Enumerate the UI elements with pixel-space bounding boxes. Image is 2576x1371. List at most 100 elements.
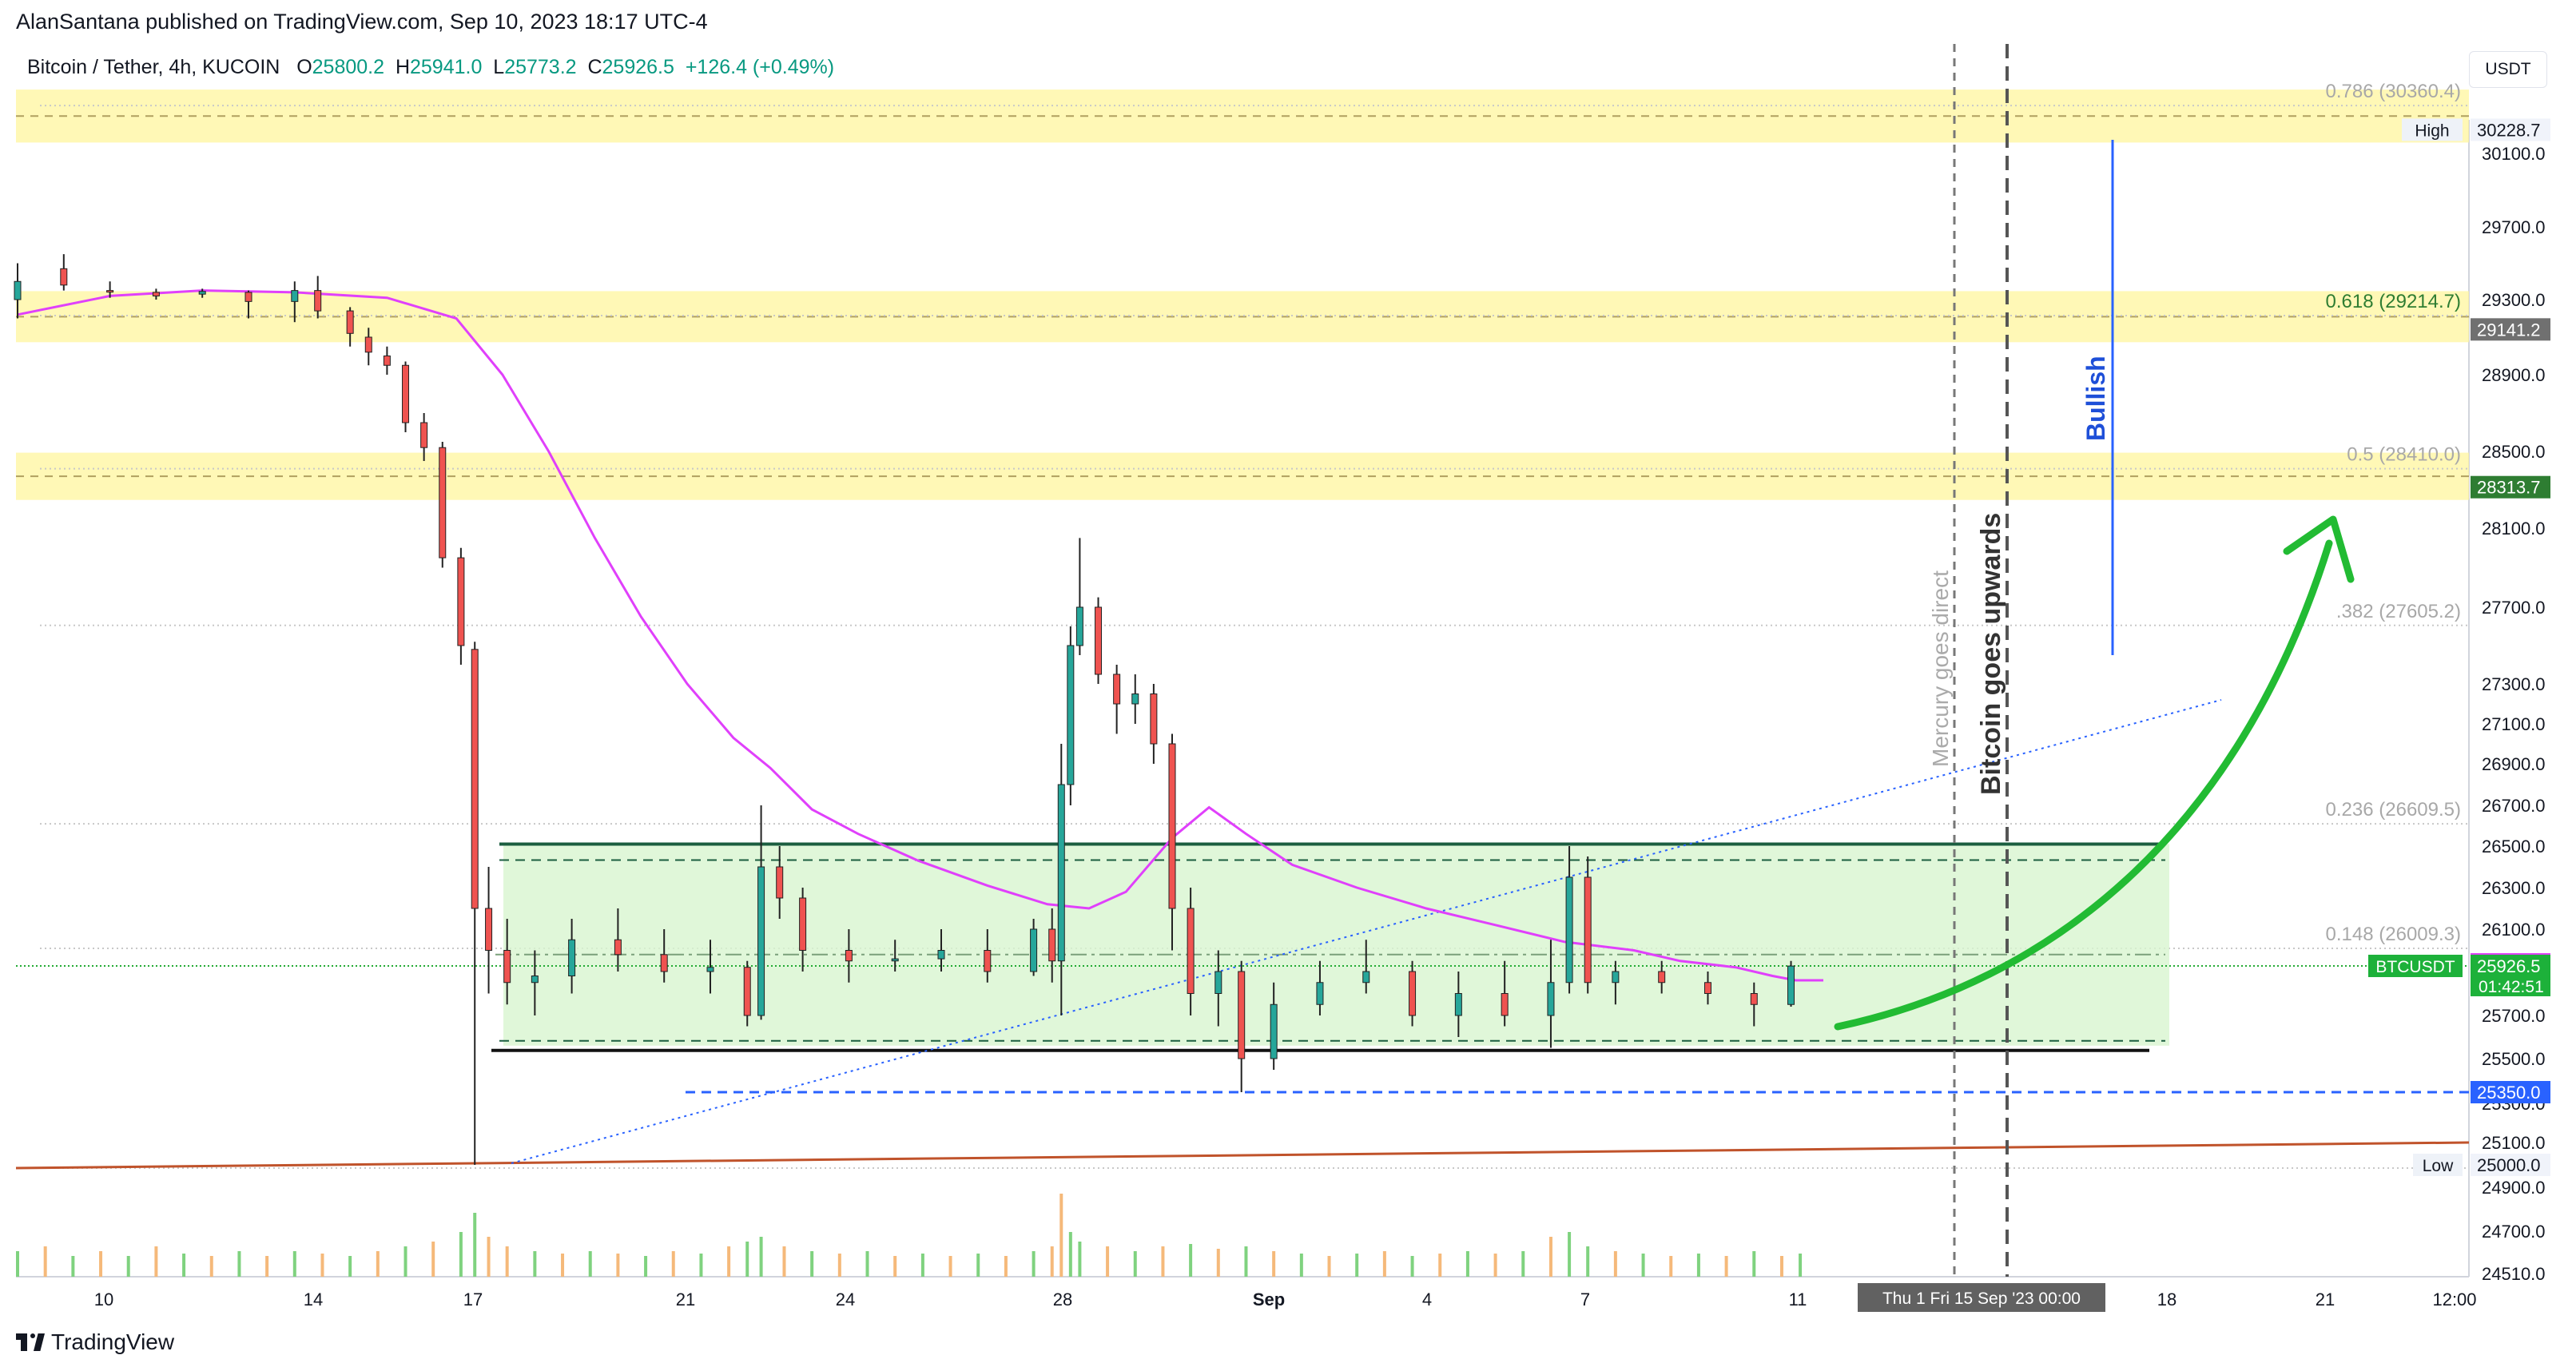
candle-body	[1565, 876, 1573, 984]
high-label: H	[395, 56, 410, 78]
volume-bar	[237, 1251, 241, 1277]
volume-bar	[1216, 1249, 1220, 1277]
candle-body	[152, 292, 160, 296]
candle-body	[1787, 965, 1795, 1005]
price-tick-label: 27300.0	[2482, 674, 2546, 694]
symbol-name[interactable]: Bitcoin / Tether, 4h, KUCOIN	[27, 56, 280, 78]
range-box	[491, 842, 2169, 1052]
fib-level-label: 0.618 (29214.7)	[2326, 291, 2461, 312]
fib-level-label: .382 (27605.2)	[2336, 601, 2461, 622]
price-marker-tag: Low	[2423, 1157, 2454, 1175]
candle-body	[1362, 971, 1370, 984]
candle-body	[1270, 1003, 1278, 1059]
candle-body	[364, 336, 372, 353]
volume-bar	[505, 1246, 509, 1277]
price-marker-tag: BTCUSDT	[2375, 958, 2455, 976]
volume-bar	[1272, 1251, 1276, 1277]
candle-body	[1131, 693, 1139, 705]
volume-bar	[671, 1251, 675, 1277]
candle-body	[1501, 993, 1509, 1016]
volume-bar	[292, 1251, 296, 1277]
candle-body	[14, 280, 22, 300]
time-tick-label: 10	[94, 1290, 113, 1309]
time-tick-label: Sep	[1253, 1290, 1285, 1309]
volume-bar	[699, 1254, 703, 1277]
price-axis[interactable]: 30100.0 29700.0 29300.0 28900.0 28500.0 28100…	[2368, 118, 2550, 1284]
volume-bar	[1465, 1251, 1469, 1277]
candle-body	[743, 967, 751, 1016]
candle-body	[1095, 606, 1103, 675]
price-tick-label: 26300.0	[2482, 878, 2546, 898]
low-label: L	[493, 56, 505, 78]
moving-average-line	[17, 289, 1823, 982]
volume-bar	[1752, 1251, 1756, 1277]
high-value: 25941.0	[410, 56, 483, 78]
candle-body	[1750, 993, 1758, 1005]
volume-bar	[154, 1246, 158, 1277]
candle-body	[845, 950, 853, 962]
candle-body	[314, 290, 322, 312]
candle-body	[420, 422, 428, 448]
candle-body	[1030, 928, 1038, 972]
volume-bar	[16, 1251, 19, 1277]
candle-body	[198, 291, 206, 295]
price-tick-label: 26100.0	[2482, 920, 2546, 940]
tradingview-brand: TradingView	[51, 1329, 175, 1354]
price-tick-label: 25100.0	[2482, 1133, 2546, 1153]
volume-bar	[810, 1251, 814, 1277]
price-marker-tag-bg	[2402, 118, 2463, 141]
annotation-bitcoin: Bitcoin goes upwards	[1976, 513, 2006, 795]
close-label: C	[587, 56, 602, 78]
price-marker-bg	[2471, 1154, 2550, 1176]
volume-bar	[1050, 1246, 1054, 1277]
candle-body	[1150, 693, 1158, 745]
volume-bar	[1299, 1254, 1303, 1277]
bullish-arrow-shaft	[1834, 539, 2333, 1031]
volume-bar	[1068, 1232, 1072, 1277]
annotation-mercury: Mercury goes direct	[1928, 570, 1953, 767]
candle-body	[1075, 606, 1083, 646]
time-tick-label: 18	[2157, 1290, 2176, 1309]
volume-bar	[403, 1246, 407, 1277]
volume-bar	[727, 1246, 731, 1277]
fib-levels: 0.786 (30360.4) 0.618 (29214.7) 0.5 (28410…	[40, 81, 2469, 950]
candle-body	[457, 557, 465, 646]
candle-body	[291, 290, 299, 302]
time-tick-label: 14	[304, 1290, 323, 1309]
candle-body	[1168, 743, 1176, 909]
candle-body	[485, 908, 493, 951]
price-tick-label: 26700.0	[2482, 796, 2546, 816]
candle-body	[1113, 674, 1121, 705]
volume-bar	[1724, 1256, 1728, 1277]
volume-bar	[1493, 1254, 1497, 1277]
volume-bar	[473, 1213, 477, 1277]
price-tick-label: 28500.0	[2482, 442, 2546, 462]
volume-bar	[376, 1251, 380, 1277]
dotted-trendline	[511, 699, 2222, 1164]
volume-bar	[1189, 1244, 1193, 1277]
volume-bar	[320, 1254, 324, 1277]
candle-body	[1067, 645, 1075, 785]
time-tick-label: 21	[2316, 1290, 2335, 1309]
price-marker-bg	[2471, 1081, 2550, 1103]
candle-body	[660, 954, 668, 972]
time-axis[interactable]: 10 14 17 21 24 28 Sep 4 7 11 18 21 12:00 Thu 1 Fri 15…	[94, 1283, 2477, 1312]
candle-body	[937, 950, 945, 960]
volume-bar	[99, 1251, 103, 1277]
candle-body	[531, 976, 539, 984]
low-value: 25773.2	[504, 56, 577, 78]
symbol-legend[interactable]: Bitcoin / Tether, 4h, KUCOIN O25800.2 H2…	[27, 56, 834, 79]
volume-bar	[1641, 1254, 1645, 1277]
volume-bar	[43, 1246, 47, 1277]
tradingview-logo[interactable]: TradingView	[16, 1329, 174, 1355]
candle-body	[106, 290, 114, 293]
candles	[14, 254, 1795, 1165]
candle-body	[1316, 982, 1324, 1005]
volume-bar	[209, 1256, 213, 1277]
price-tick-label: 26500.0	[2482, 837, 2546, 856]
volume-bar	[920, 1254, 924, 1277]
candle-body	[60, 268, 68, 286]
currency-selector[interactable]: USDT	[2469, 51, 2547, 88]
price-tick-label: 25500.0	[2482, 1049, 2546, 1069]
